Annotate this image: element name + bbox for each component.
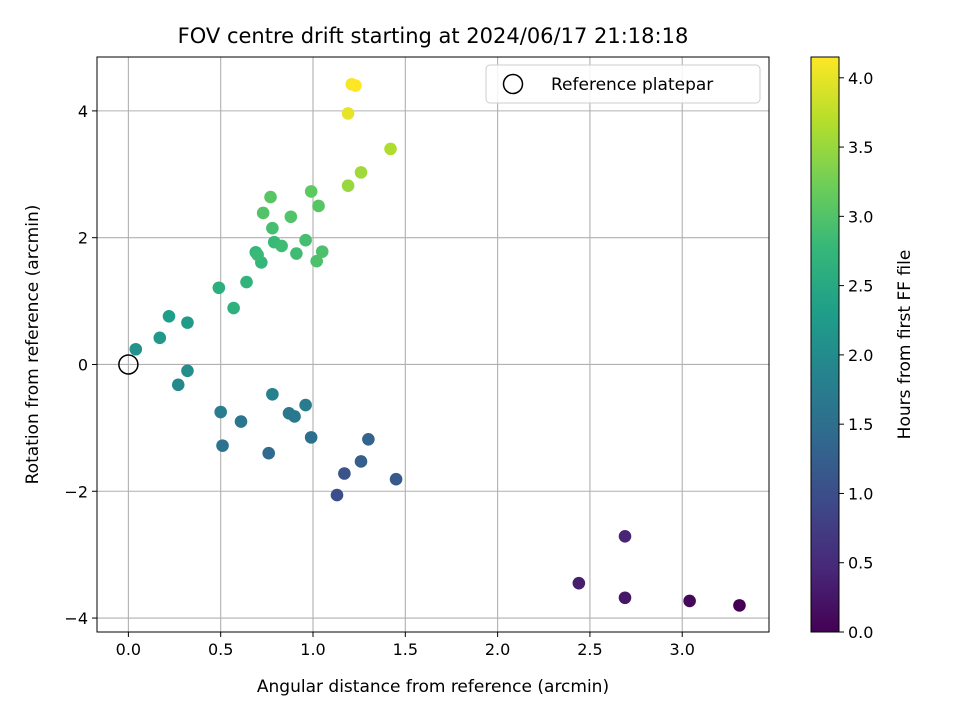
colorbar-tick-label: 1.5 <box>848 415 873 434</box>
data-point <box>266 221 279 235</box>
colorbar-tick-label: 4.0 <box>848 69 873 88</box>
data-point <box>181 316 194 329</box>
y-tick-label: −4 <box>64 609 88 628</box>
colorbar-tick-label: 3.5 <box>848 138 873 157</box>
colorbar-label: Hours from first FF file <box>895 250 915 440</box>
y-tick-label: 2 <box>78 229 88 248</box>
data-point <box>264 190 277 204</box>
data-point <box>341 179 355 192</box>
colorbar-tick-label: 0.0 <box>848 623 873 642</box>
data-point <box>162 309 176 323</box>
y-tick-label: −2 <box>64 482 88 501</box>
legend-box <box>485 64 761 104</box>
x-axis: 0.0 0.5 1.0 1.5 2.0 2.5 3.0 <box>116 632 695 659</box>
data-point <box>384 142 397 156</box>
x-tick-label: 0.0 <box>116 640 141 659</box>
legend: Reference platepar <box>485 64 761 104</box>
data-point <box>284 210 298 224</box>
data-point <box>304 431 318 444</box>
x-tick-label: 1.0 <box>300 640 325 659</box>
x-tick-label: 1.5 <box>393 640 418 659</box>
data-point <box>153 331 167 345</box>
data-point <box>240 275 253 289</box>
data-point <box>572 576 586 590</box>
x-tick-label: 2.5 <box>577 640 602 659</box>
y-axis: −4 −2 0 2 4 <box>64 102 97 628</box>
colorbar-gradient <box>810 56 840 633</box>
data-point <box>275 239 288 253</box>
data-point <box>299 233 312 247</box>
data-point <box>389 472 403 486</box>
data-point <box>214 405 227 419</box>
data-point <box>290 247 303 260</box>
legend-reference-marker <box>502 73 524 95</box>
y-axis-label: Rotation from reference (arcmin) <box>23 205 43 485</box>
data-point <box>129 342 143 356</box>
legend-reference-label: Reference platepar <box>551 75 713 95</box>
data-point <box>212 281 226 295</box>
colorbar: 0.0 0.5 1.0 1.5 2.0 2.5 3.0 3.5 4.0 Hours from f… <box>810 56 915 642</box>
data-point <box>304 185 318 198</box>
data-point <box>354 166 368 179</box>
colorbar-tick-label: 2.5 <box>848 277 873 296</box>
data-point <box>312 199 325 213</box>
data-point <box>234 415 248 428</box>
colorbar-ticks: 0.0 0.5 1.0 1.5 2.0 2.5 3.0 3.5 4.0 <box>839 69 873 642</box>
chart-title: FOV centre drift starting at 2024/06/17 … <box>178 24 689 48</box>
data-point <box>338 467 351 480</box>
x-tick-label: 0.5 <box>208 640 233 659</box>
data-point <box>256 206 270 220</box>
y-tick-label: 4 <box>78 102 88 121</box>
x-axis-label: Angular distance from reference (arcmin) <box>257 677 609 697</box>
data-point <box>341 107 355 120</box>
data-point <box>618 591 632 605</box>
data-point <box>266 387 279 401</box>
colorbar-tick-label: 1.0 <box>848 484 873 503</box>
grid-lines <box>97 57 769 632</box>
x-tick-label: 2.0 <box>485 640 510 659</box>
data-point <box>362 432 375 446</box>
x-tick-label: 3.0 <box>670 640 695 659</box>
scatter-points <box>118 77 746 612</box>
data-point <box>683 594 696 608</box>
data-point <box>181 364 194 378</box>
data-point <box>618 529 632 543</box>
y-tick-label: 0 <box>78 355 88 374</box>
reference-platepar-marker <box>118 354 139 375</box>
data-point <box>733 599 746 612</box>
plot-frame <box>96 56 770 633</box>
data-point <box>216 439 229 452</box>
data-point <box>282 406 296 420</box>
data-point <box>171 378 185 392</box>
data-point <box>251 248 264 262</box>
data-point <box>299 398 312 412</box>
data-point <box>330 488 344 502</box>
data-point <box>262 446 275 460</box>
data-point <box>310 254 323 268</box>
colorbar-tick-label: 0.5 <box>848 554 873 573</box>
data-point <box>315 245 329 258</box>
colorbar-tick-label: 3.0 <box>848 207 873 226</box>
data-point <box>354 455 368 468</box>
data-point <box>227 301 240 315</box>
data-point <box>349 79 362 92</box>
colorbar-tick-label: 2.0 <box>848 346 873 365</box>
